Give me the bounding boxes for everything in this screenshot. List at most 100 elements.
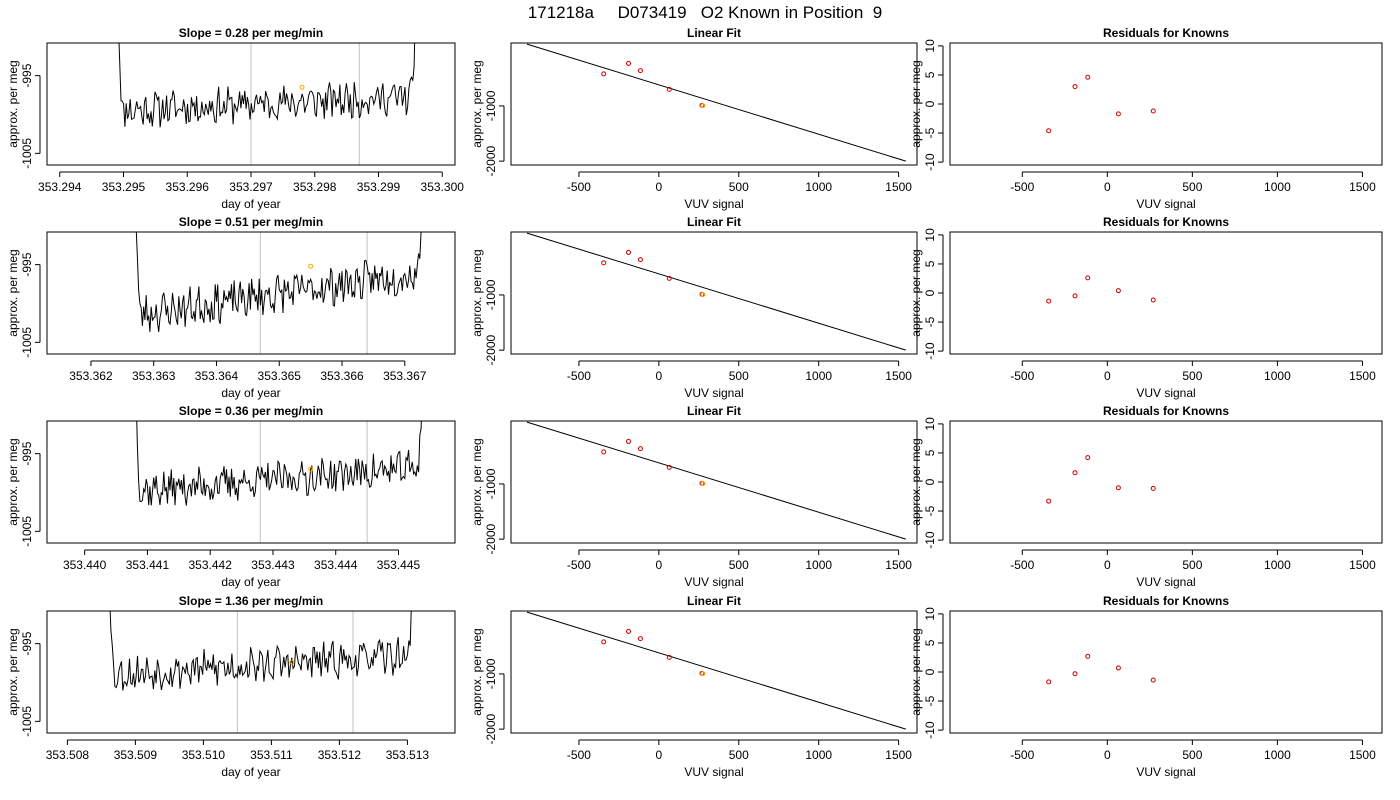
y-tick-label: -1000	[484, 468, 498, 499]
y-tick-label: -10	[923, 531, 937, 549]
x-tick-label: 0	[656, 180, 663, 194]
chart-panel: Slope = 0.28 per meg/min 353.294 353.295 35…	[6, 26, 464, 211]
data-point	[1150, 297, 1156, 303]
y-tick-label: 5	[923, 260, 937, 267]
y-tick-label: 5	[923, 71, 937, 78]
x-tick-label: 1000	[805, 369, 832, 383]
x-axis-label: day of year	[221, 575, 280, 589]
data-point	[1046, 298, 1052, 304]
x-tick-label: 353.297	[229, 180, 273, 194]
x-axis-label: VUV signal	[684, 197, 743, 211]
y-axis-label: approx. per meg	[470, 249, 484, 336]
x-tick-label: 0	[656, 748, 663, 762]
y-tick-label: -995	[20, 441, 34, 465]
plot-frame	[949, 42, 1383, 166]
chart-panel: Slope = 0.36 per meg/min 353.440 353.441 35…	[6, 404, 456, 589]
x-tick-label: 1500	[885, 558, 912, 572]
x-tick-label: 1500	[1349, 180, 1376, 194]
x-tick-label: 353.362	[69, 369, 113, 383]
y-tick-label: 5	[923, 449, 937, 456]
chart-panel: Slope = 1.36 per meg/min 353.508 353.509 35…	[6, 594, 456, 779]
highlight-point	[700, 292, 706, 298]
y-tick-label: 5	[923, 639, 937, 646]
x-tick-label: 353.294	[38, 180, 82, 194]
panel-title: Linear Fit	[687, 404, 741, 418]
y-axis-label: approx. per meg	[6, 249, 20, 336]
x-tick-label: 353.366	[320, 369, 364, 383]
y-axis-label: approx. per meg	[909, 628, 923, 715]
y-tick-label: -10	[923, 153, 937, 171]
y-tick-label: -10	[923, 342, 937, 360]
data-point	[1150, 677, 1156, 683]
panel-title: Residuals for Knowns	[1103, 215, 1229, 229]
data-point	[1085, 455, 1091, 461]
data-point	[1115, 665, 1121, 671]
plot-area	[1046, 275, 1156, 304]
highlight-point	[289, 659, 295, 665]
plot-area	[1046, 455, 1156, 504]
plot-frame	[46, 610, 456, 734]
y-tick-label: 0	[923, 668, 937, 675]
x-axis-label: VUV signal	[1136, 575, 1195, 589]
data-point	[1085, 275, 1091, 281]
y-tick-label: -10	[923, 721, 937, 739]
panel-title: Linear Fit	[687, 215, 741, 229]
x-tick-label: 353.363	[132, 369, 176, 383]
series-line	[135, 232, 422, 332]
x-tick-label: 0	[1104, 369, 1111, 383]
plot-area	[109, 611, 412, 733]
x-tick-label: 1000	[805, 748, 832, 762]
y-axis-label: approx. per meg	[6, 628, 20, 715]
x-tick-label: 500	[729, 369, 749, 383]
x-tick-label: 353.443	[251, 558, 295, 572]
data-point	[625, 249, 631, 255]
x-tick-label: 353.296	[166, 180, 210, 194]
panel-title: Residuals for Knowns	[1103, 594, 1229, 608]
data-point	[1046, 128, 1052, 134]
x-tick-label: 1500	[1349, 369, 1376, 383]
y-tick-label: -2000	[484, 523, 498, 554]
x-tick-label: 353.298	[293, 180, 337, 194]
x-tick-label: 353.444	[314, 558, 358, 572]
x-tick-label: 500	[1182, 180, 1202, 194]
x-tick-label: 0	[1104, 748, 1111, 762]
x-tick-label: -500	[567, 748, 591, 762]
data-point	[1072, 470, 1078, 476]
data-point	[1150, 108, 1156, 114]
plot-frame	[949, 231, 1383, 355]
y-tick-label: 0	[923, 478, 937, 485]
chart-panel: Residuals for Knowns -500 0 500 1000 1500 -10 -…	[909, 26, 1383, 211]
data-point	[601, 260, 607, 266]
data-point	[601, 639, 607, 645]
plot-frame	[510, 420, 918, 544]
y-tick-label: -1005	[20, 138, 34, 169]
x-axis-label: VUV signal	[1136, 197, 1195, 211]
data-point	[637, 68, 643, 74]
y-tick-label: -1000	[484, 90, 498, 121]
x-tick-label: 1500	[1349, 748, 1376, 762]
y-tick-label: -2000	[484, 145, 498, 176]
data-point	[625, 438, 631, 444]
plot-area	[526, 232, 906, 351]
x-tick-label: 1000	[1264, 180, 1291, 194]
panel-title: Slope = 0.28 per meg/min	[179, 26, 323, 40]
panel-title: Residuals for Knowns	[1103, 26, 1229, 40]
plot-area	[118, 43, 416, 165]
data-point	[1072, 293, 1078, 299]
x-axis-label: day of year	[221, 197, 280, 211]
x-tick-label: 500	[1182, 558, 1202, 572]
y-axis-label: approx. per meg	[909, 249, 923, 336]
y-tick-label: -1000	[484, 658, 498, 689]
y-tick-label: 10	[923, 417, 937, 431]
x-tick-label: 353.440	[63, 558, 107, 572]
x-axis-label: VUV signal	[1136, 386, 1195, 400]
x-tick-label: -500	[567, 558, 591, 572]
chart-panel: Linear Fit -500 0 500 1000 1500 -2000 -1000 VUV …	[470, 26, 918, 211]
x-tick-label: 1500	[885, 748, 912, 762]
y-tick-label: 0	[923, 100, 937, 107]
plot-area	[136, 421, 422, 543]
x-tick-label: 353.442	[189, 558, 233, 572]
plot-frame	[510, 610, 918, 734]
x-axis-label: VUV signal	[1136, 765, 1195, 779]
